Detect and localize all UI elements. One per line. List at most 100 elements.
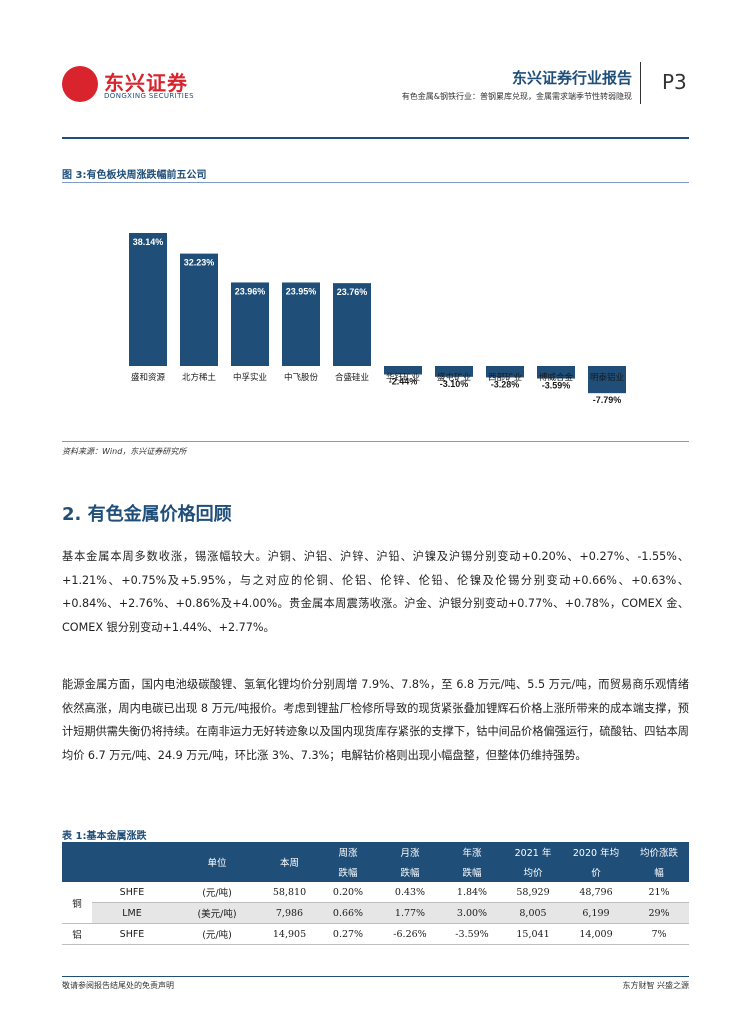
footer-rule [62, 976, 689, 977]
metals-table: 单位 本周 周涨 月涨 年涨 2021 年 2020 年均 均价涨跌 跌幅 跌幅… [62, 842, 689, 945]
category-label-8: 西部矿业 [488, 372, 522, 383]
category-label-7: 盛屯矿业 [437, 372, 471, 383]
figure-source: 资料来源：Wind，东兴证券研究所 [62, 447, 187, 456]
footer-disclaimer: 敬请参阅报告结尾处的免责声明 [62, 981, 174, 990]
figure-top-rule [62, 182, 689, 183]
bar-10 [588, 366, 626, 394]
header-avgchg: 均价涨跌 [629, 842, 689, 862]
value-label-1: 38.14% [133, 237, 164, 247]
table-header-row: 单位 本周 周涨 月涨 年涨 2021 年 2020 年均 均价涨跌 [62, 842, 689, 882]
header-yearly: 年涨 [441, 842, 503, 862]
metal-cell: 铜 [62, 882, 92, 924]
category-label-1: 盛和资源 [131, 372, 166, 383]
figure-title: 图 3:有色板块周涨跌幅前五公司 [62, 170, 207, 181]
avg2021-cell: 58,929 [503, 882, 563, 903]
unit-cell: (元/吨) [172, 923, 262, 945]
category-label-10: 明泰铝业 [590, 372, 624, 383]
value-label-4: 23.95% [286, 286, 317, 296]
avg2021-cell: 8,005 [503, 902, 563, 924]
company-logo-icon [62, 66, 98, 102]
paragraph-base-metals: 基本金属本周多数收涨，锡涨幅较大。沪铜、沪铝、沪锌、沪铅、沪镍及沪锡分别变动+0… [62, 545, 689, 639]
logo-text: 东兴证券 [104, 71, 188, 95]
footer-slogan: 东方财智 兴盛之源 [622, 981, 689, 990]
exchange-cell: LME [92, 902, 172, 924]
metal-cell: 铝 [62, 923, 92, 945]
header-avg2021: 均价 [503, 862, 563, 882]
value-label-5: 23.76% [337, 287, 368, 297]
header-avg2021: 2021 年 [503, 842, 563, 862]
table-row: 铝 SHFE (元/吨) 14,905 0.27% -6.26% -3.59% … [62, 923, 689, 945]
category-label-2: 北方稀土 [182, 372, 217, 383]
unit-cell: (元/吨) [172, 882, 262, 903]
value-label-9: -3.59% [542, 381, 571, 391]
logo-english-text: DONGXING SECURITIES [104, 92, 194, 100]
yearly-cell: 3.00% [441, 902, 503, 924]
header-cell [62, 842, 92, 882]
avgchg-cell: 21% [629, 882, 689, 903]
value-label-3: 23.96% [235, 286, 266, 296]
week-cell: 14,905 [262, 923, 317, 945]
bar-3 [231, 282, 269, 366]
category-label-5: 合盛硅业 [335, 372, 369, 383]
category-label-6: 华钰矿业 [386, 372, 420, 383]
value-label-6: -2.44% [389, 377, 418, 387]
week-cell: 58,810 [262, 882, 317, 903]
category-label-3: 中孚实业 [233, 372, 267, 383]
header-monthly: 跌幅 [379, 862, 441, 882]
report-title: 东兴证券行业报告 [511, 69, 632, 87]
table-row: 铜 SHFE (元/吨) 58,810 0.20% 0.43% 1.84% 58… [62, 882, 689, 924]
value-label-2: 32.23% [184, 258, 215, 268]
monthly-cell: -6.26% [379, 923, 441, 945]
bar-4 [282, 282, 320, 366]
weekly-cell: 0.20% [317, 882, 379, 903]
table-header-row: 跌幅 跌幅 跌幅 均价 价 幅 [62, 862, 689, 882]
bar-6 [384, 366, 422, 375]
header-rule [62, 137, 689, 139]
value-label-7: -3.10% [440, 379, 469, 389]
avg2020-cell: 6,199 [563, 902, 629, 924]
exchange-cell: SHFE [92, 882, 172, 903]
paragraph-text: 基本金属本周多数收涨，锡涨幅较大。沪铜、沪铝、沪锌、沪铅、沪镍及沪锡分别变动+0… [62, 550, 689, 634]
header-cell [92, 842, 172, 882]
report-subtitle: 有色金属&钢铁行业：普钢累库兑现，金属需求端季节性转弱隐现 [401, 92, 632, 101]
avg2020-cell: 48,796 [563, 882, 629, 903]
section-title: 2. 有色金属价格回顾 [62, 504, 232, 525]
bar-7 [435, 366, 473, 377]
weekly-cell: 0.66% [317, 902, 379, 924]
category-label-4: 中飞股份 [284, 372, 319, 383]
header-weekly: 周涨 [317, 842, 379, 862]
yearly-cell: -3.59% [441, 923, 503, 945]
week-cell: 7,986 [262, 902, 317, 924]
avgchg-cell: 29% [629, 902, 689, 924]
category-label-9: 博威合金 [539, 372, 574, 383]
figure-bottom-rule [62, 441, 689, 442]
bar-2 [180, 253, 218, 366]
weekly-cell: 0.27% [317, 923, 379, 945]
header-avg2020: 价 [563, 862, 629, 882]
yearly-cell: 1.84% [441, 882, 503, 903]
bar-chart: 38.14% 盛和资源 32.23% 北方稀土 23.96% 中孚实业 23.95% 中飞股份… [129, 233, 626, 405]
header-monthly: 月涨 [379, 842, 441, 862]
avgchg-cell: 7% [629, 923, 689, 945]
table-row: LME (美元/吨) 7,986 0.66% 1.77% 3.00% 8,005… [62, 902, 689, 924]
header-divider [640, 62, 641, 104]
header-yearly: 跌幅 [441, 862, 503, 882]
bar-8 [486, 366, 524, 378]
avg2020-cell: 14,009 [563, 923, 629, 945]
header-avgchg: 幅 [629, 862, 689, 882]
bar-1 [129, 233, 167, 366]
header-unit: 单位 [172, 842, 262, 882]
bar-9 [537, 366, 575, 379]
exchange-cell: SHFE [92, 923, 172, 945]
avg2021-cell: 15,041 [503, 923, 563, 945]
monthly-cell: 0.43% [379, 882, 441, 903]
value-label-10: -7.79% [593, 395, 622, 405]
unit-cell: (美元/吨) [172, 902, 262, 924]
header-avg2020: 2020 年均 [563, 842, 629, 862]
table-title: 表 1:基本金属涨跌 [62, 831, 147, 842]
page-number: P3 [662, 70, 687, 94]
paragraph-text: 能源金属方面，国内电池级碳酸锂、氢氧化锂均价分别周增 7.9%、7.8%，至 6… [62, 678, 689, 762]
value-label-8: -3.28% [491, 379, 520, 389]
header-week: 本周 [262, 842, 317, 882]
header-weekly: 跌幅 [317, 862, 379, 882]
